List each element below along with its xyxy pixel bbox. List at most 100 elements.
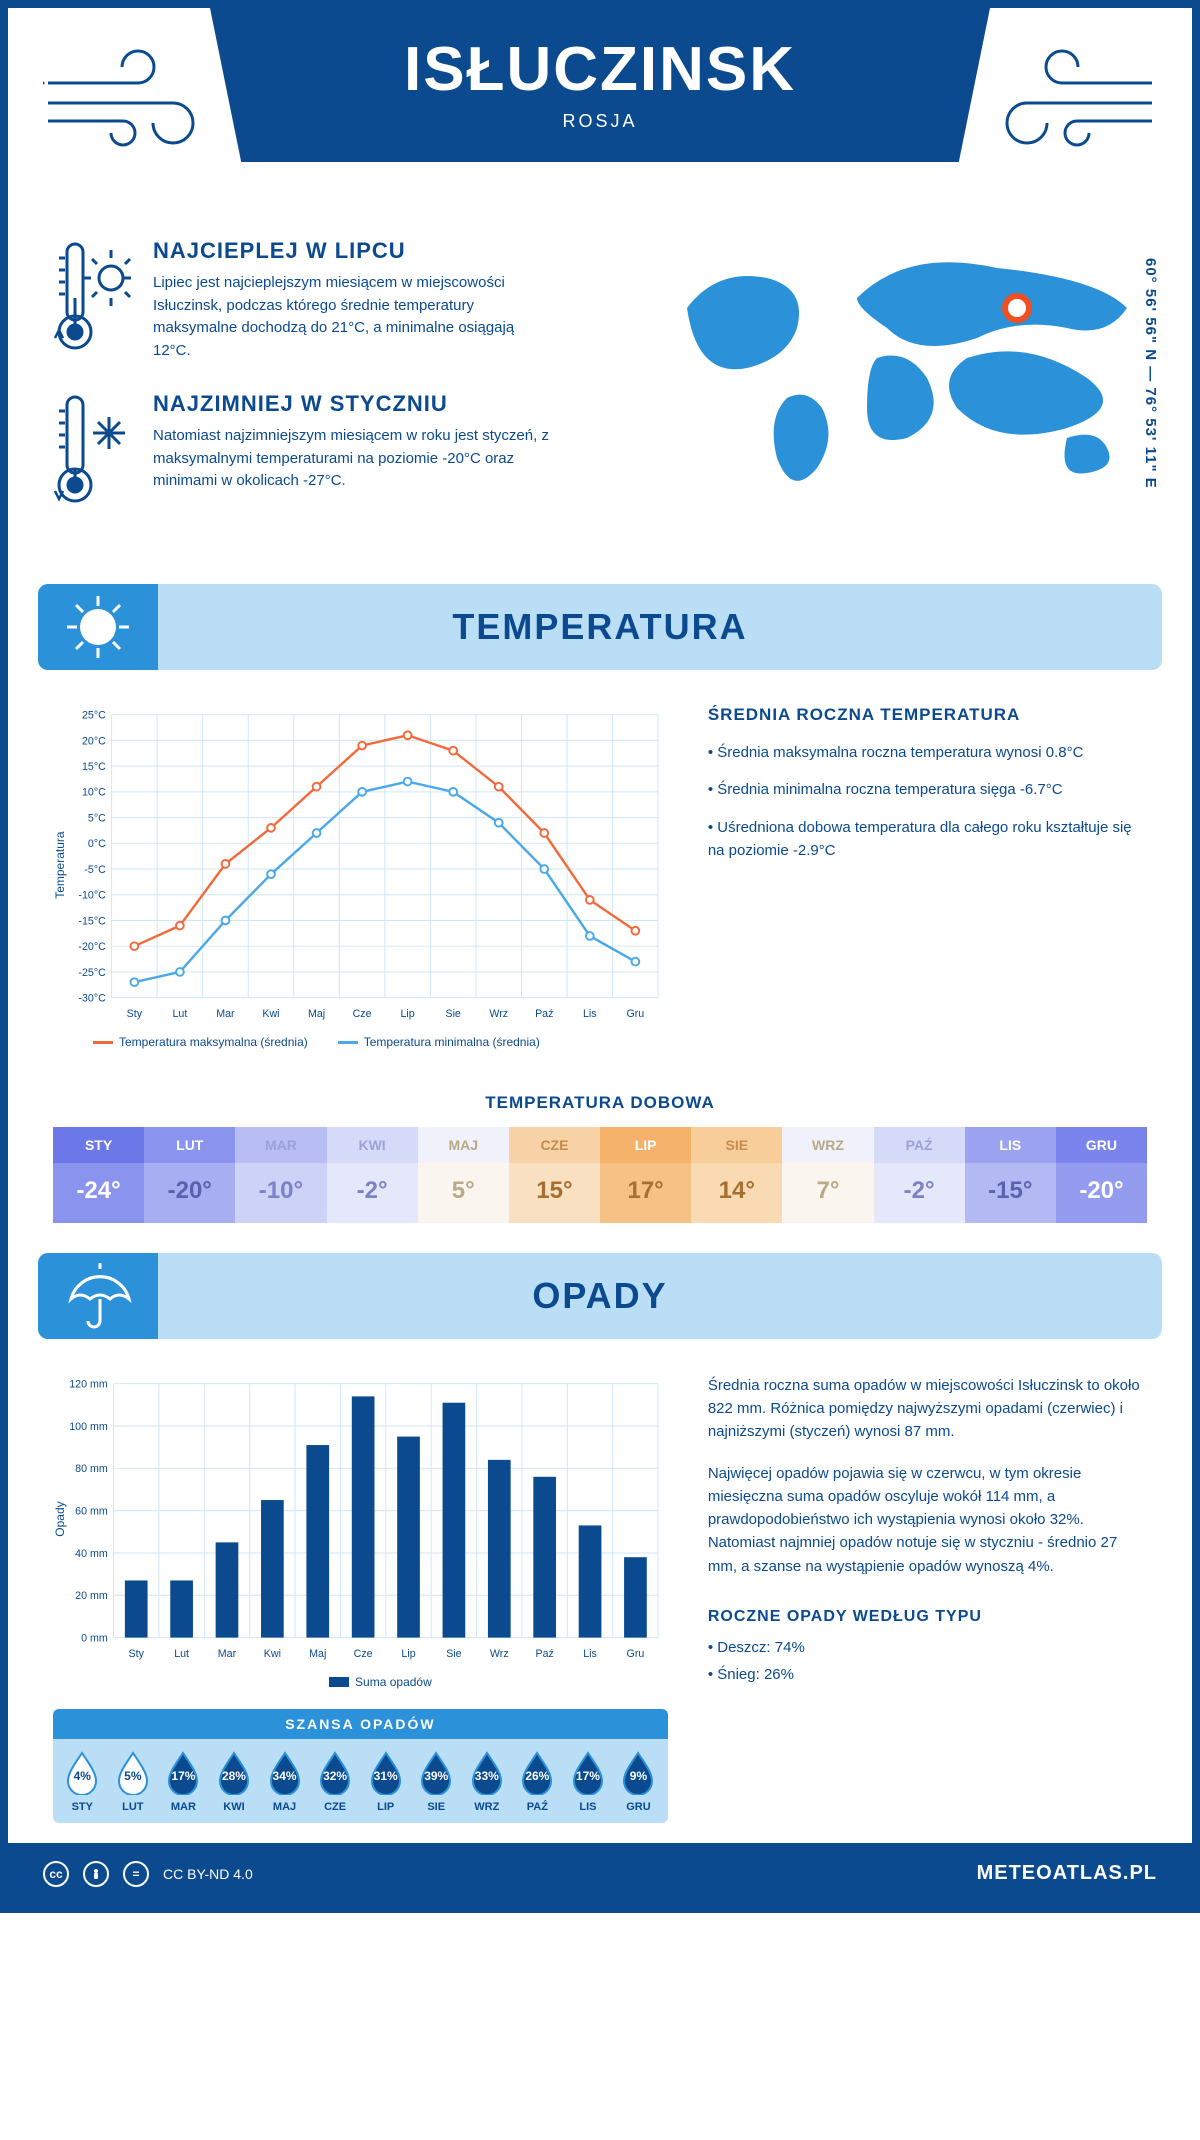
sun-icon [38, 584, 158, 670]
drop-icon: 39% [418, 1751, 454, 1795]
precipitation-chance-box: SZANSA OPADÓW 4%STY5%LUT17%MAR28%KWI34%M… [53, 1709, 668, 1823]
svg-text:Sty: Sty [129, 1648, 145, 1660]
svg-text:-5°C: -5°C [84, 864, 106, 876]
svg-text:Cze: Cze [353, 1008, 372, 1020]
cc-icon: cc [43, 1861, 69, 1887]
svg-text:Maj: Maj [309, 1648, 326, 1660]
svg-text:Kwi: Kwi [264, 1648, 281, 1660]
drop-icon: 32% [317, 1751, 353, 1795]
precipitation-bar-chart: 0 mm20 mm40 mm60 mm80 mm100 mm120 mmStyL… [67, 1374, 668, 1665]
by-icon [83, 1861, 109, 1887]
section-title-precipitation: OPADY [532, 1275, 667, 1317]
header: ISŁUCZINSK ROSJA [8, 8, 1192, 218]
chance-cell: 17%MAR [158, 1751, 209, 1813]
brand-label: METEOATLAS.PL [977, 1862, 1157, 1885]
section-band-precipitation: OPADY [38, 1253, 1162, 1339]
svg-text:Lis: Lis [583, 1008, 597, 1020]
svg-text:Gru: Gru [627, 1648, 645, 1660]
fact-hot-title: NAJCIEPLEJ W LIPCU [153, 238, 553, 264]
svg-text:Lis: Lis [583, 1648, 597, 1660]
wind-icon [43, 43, 213, 153]
svg-text:-10°C: -10°C [78, 890, 106, 902]
drop-icon: 26% [519, 1751, 555, 1795]
svg-text:20 mm: 20 mm [75, 1590, 108, 1602]
svg-text:-20°C: -20°C [78, 941, 106, 953]
svg-text:Sie: Sie [445, 1008, 460, 1020]
svg-text:Lut: Lut [173, 1008, 188, 1020]
chance-cell: 31%LIP [360, 1751, 411, 1813]
chance-cell: 5%LUT [108, 1751, 159, 1813]
legend-min: Temperatura minimalna (średnia) [364, 1035, 540, 1049]
fact-cold-text: Natomiast najzimniejszym miesiącem w rok… [153, 425, 553, 493]
wind-icon [987, 43, 1157, 153]
svg-text:Kwi: Kwi [262, 1008, 279, 1020]
daily-cell: STY-24° [53, 1127, 144, 1223]
daily-cell: LIP17° [600, 1127, 691, 1223]
svg-text:Lip: Lip [401, 1648, 415, 1660]
country-subtitle: ROSJA [230, 111, 970, 132]
svg-text:0°C: 0°C [88, 838, 106, 850]
svg-text:Maj: Maj [308, 1008, 325, 1020]
temp-side-p1: • Średnia maksymalna roczna temperatura … [708, 741, 1147, 764]
chance-cell: 17%LIS [563, 1751, 614, 1813]
temp-side-p3: • Uśredniona dobowa temperatura dla całe… [708, 816, 1147, 863]
coordinates: 60° 56' 56" N — 76° 53' 11" E [1142, 258, 1159, 489]
svg-text:Cze: Cze [354, 1648, 373, 1660]
footer: cc = CC BY-ND 4.0 METEOATLAS.PL [8, 1843, 1192, 1905]
svg-text:10°C: 10°C [82, 787, 106, 799]
drop-icon: 5% [115, 1751, 151, 1795]
chance-cell: 39%SIE [411, 1751, 462, 1813]
svg-text:120 mm: 120 mm [69, 1378, 108, 1390]
opady-type-1: • Deszcz: 74% [708, 1636, 1147, 1659]
thermometer-sun-icon [53, 238, 133, 363]
chance-cell: 34%MAJ [259, 1751, 310, 1813]
legend-bar: Suma opadów [355, 1675, 432, 1689]
opady-chart-y-label: Opady [53, 1374, 67, 1665]
daily-cell: LUT-20° [144, 1127, 235, 1223]
chance-title: SZANSA OPADÓW [53, 1709, 668, 1739]
svg-text:-30°C: -30°C [78, 993, 106, 1005]
thermometer-snow-icon [53, 391, 133, 516]
svg-text:80 mm: 80 mm [75, 1463, 108, 1475]
svg-text:Lut: Lut [174, 1648, 189, 1660]
svg-text:Wrz: Wrz [489, 1008, 508, 1020]
daily-cell: MAR-10° [235, 1127, 326, 1223]
drop-icon: 17% [165, 1751, 201, 1795]
svg-text:5°C: 5°C [88, 812, 106, 824]
daily-cell: KWI-2° [327, 1127, 418, 1223]
svg-text:15°C: 15°C [82, 761, 106, 773]
daily-cell: CZE15° [509, 1127, 600, 1223]
drop-icon: 9% [620, 1751, 656, 1795]
svg-text:Paź: Paź [535, 1008, 553, 1020]
drop-icon: 4% [64, 1751, 100, 1795]
svg-text:Mar: Mar [218, 1648, 237, 1660]
svg-text:Lip: Lip [401, 1008, 415, 1020]
section-band-temperature: TEMPERATURA [38, 584, 1162, 670]
location-marker-icon [1005, 296, 1029, 320]
svg-text:-25°C: -25°C [78, 967, 106, 979]
svg-text:0 mm: 0 mm [81, 1632, 108, 1644]
temp-side-p2: • Średnia minimalna roczna temperatura s… [708, 778, 1147, 801]
nd-icon: = [123, 1861, 149, 1887]
section-title-temperature: TEMPERATURA [452, 606, 747, 648]
opady-type-title: ROCZNE OPADY WEDŁUG TYPU [708, 1608, 1147, 1626]
opady-side-p1: Średnia roczna suma opadów w miejscowośc… [708, 1374, 1147, 1444]
chance-cell: 32%CZE [310, 1751, 361, 1813]
chance-cell: 28%KWI [209, 1751, 260, 1813]
chance-cell: 9%GRU [613, 1751, 664, 1813]
drop-icon: 33% [469, 1751, 505, 1795]
chance-cell: 26%PAŹ [512, 1751, 563, 1813]
drop-icon: 31% [368, 1751, 404, 1795]
city-title: ISŁUCZINSK [230, 34, 970, 105]
svg-text:20°C: 20°C [82, 735, 106, 747]
fact-hot: NAJCIEPLEJ W LIPCU Lipiec jest najcieple… [53, 238, 637, 363]
daily-cell: MAJ5° [418, 1127, 509, 1223]
daily-cell: WRZ7° [782, 1127, 873, 1223]
legend-max: Temperatura maksymalna (średnia) [119, 1035, 308, 1049]
temp-chart-y-label: Temperatura [53, 705, 67, 1025]
svg-text:Sie: Sie [446, 1648, 461, 1660]
svg-text:60 mm: 60 mm [75, 1505, 108, 1517]
chance-cell: 4%STY [57, 1751, 108, 1813]
opady-side-p2: Najwięcej opadów pojawia się w czerwcu, … [708, 1462, 1147, 1578]
intro-row: NAJCIEPLEJ W LIPCU Lipiec jest najcieple… [8, 218, 1192, 574]
